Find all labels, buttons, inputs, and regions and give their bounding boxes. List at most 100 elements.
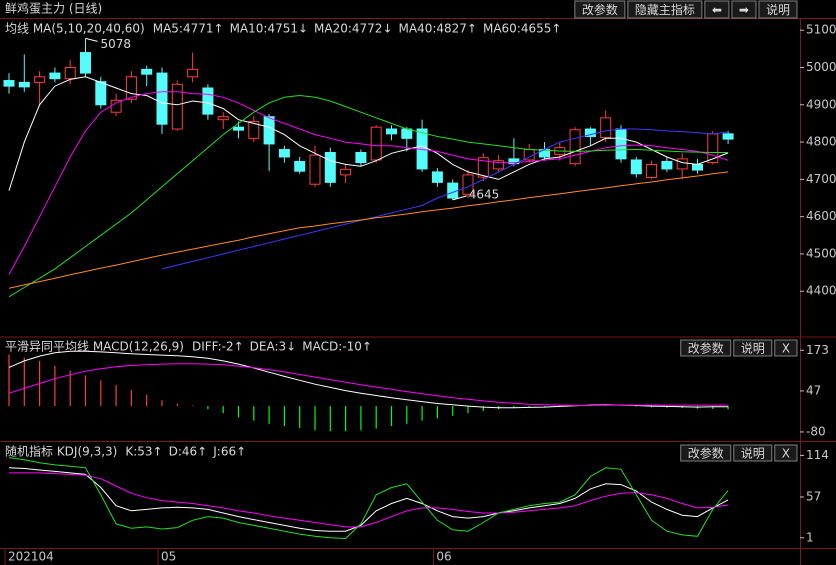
y-tick-label: 4400	[806, 284, 836, 298]
panel-title: 随机指标 KDJ(9,3,3)	[5, 444, 117, 459]
candle-body	[569, 129, 581, 165]
panel-title: 平滑异同平均线 MACD(12,26,9)	[5, 340, 184, 354]
legend-entry: DEA:3↓	[250, 340, 297, 354]
candle-body	[707, 133, 719, 164]
candle-body	[355, 152, 367, 164]
panel-title: 均线 MA(5,10,20,40,60)	[5, 22, 145, 36]
y-tick-label: 4800	[806, 135, 836, 149]
button-label[interactable]: 说明	[741, 446, 765, 461]
candle-body	[80, 52, 91, 74]
candle-body	[141, 68, 153, 75]
button[interactable]	[758, 0, 798, 19]
candle-body	[431, 171, 443, 183]
legend-entry: MA40:4827↑	[399, 22, 477, 36]
button-label[interactable]: X	[782, 342, 790, 356]
candle-body	[600, 117, 612, 139]
y-tick-label: -80	[806, 424, 826, 438]
candle-body	[294, 160, 306, 172]
legend-entry: J:66↑	[212, 445, 246, 459]
high-pointer	[85, 37, 98, 42]
candle-body	[171, 83, 183, 130]
button[interactable]	[680, 444, 732, 462]
legend-entry: MACD:-10↑	[302, 340, 372, 354]
candle-body	[340, 168, 352, 176]
y-tick-label: 4700	[806, 172, 836, 186]
y-tick-label: 47	[806, 383, 821, 397]
window-title: 鲜鸡蛋主力 (日线)	[5, 1, 102, 16]
legend-entry: MA20:4772↓	[314, 22, 392, 36]
button[interactable]	[774, 339, 798, 357]
candle-body	[263, 116, 275, 145]
candle-body	[401, 128, 413, 139]
candle-body	[217, 116, 229, 121]
button[interactable]	[680, 339, 732, 357]
y-tick-label: 114	[806, 448, 829, 462]
button-label[interactable]: X	[782, 447, 790, 461]
button[interactable]	[774, 444, 798, 462]
candle-body	[508, 158, 520, 165]
candle-body	[722, 133, 734, 140]
low-label: 4645	[469, 187, 500, 201]
candle-body	[646, 163, 658, 178]
legend-entry: MA60:4655↑	[483, 22, 561, 36]
candle-body	[615, 128, 627, 160]
button-label[interactable]: 隐藏主指标	[635, 2, 695, 17]
x-tick-label: 06	[436, 550, 451, 564]
candle-body	[18, 81, 30, 88]
candle-body	[584, 128, 596, 137]
ma-line	[8, 171, 729, 289]
y-tick-label: 57	[806, 489, 821, 503]
legend-entry: D:46↑	[169, 445, 208, 459]
candle-body	[156, 72, 168, 125]
button-label[interactable]: 改参数	[582, 2, 618, 17]
legend-entry: MA10:4751↓	[230, 22, 308, 36]
candle-body	[95, 81, 107, 106]
button[interactable]	[733, 339, 773, 357]
candle-body	[447, 182, 459, 199]
legend-entry: K:53↑	[125, 445, 162, 459]
candle-body	[386, 128, 397, 135]
candle-body	[125, 76, 137, 100]
button-label[interactable]: ⬅	[712, 3, 722, 17]
legend-entry: DIFF:-2↑	[192, 340, 244, 354]
candle-body	[676, 158, 688, 170]
candle-body	[49, 72, 61, 80]
button[interactable]	[574, 0, 626, 19]
button[interactable]	[627, 0, 703, 19]
candle-body	[278, 149, 290, 158]
candle-body	[309, 154, 321, 185]
button-label[interactable]: 改参数	[688, 341, 724, 356]
candle-body	[692, 163, 703, 171]
ma-line	[8, 76, 729, 191]
y-tick-label: 1	[806, 530, 814, 544]
x-tick-label: 05	[161, 550, 176, 564]
candle-body	[3, 80, 15, 87]
legend-entry: MA5:4771↑	[153, 22, 224, 36]
indicator-line	[8, 457, 729, 540]
button-label[interactable]: 说明	[741, 341, 765, 356]
candle-body	[630, 159, 642, 175]
candle-body	[34, 76, 46, 83]
button-label[interactable]: 改参数	[688, 446, 724, 461]
candle-body	[370, 126, 382, 161]
candle-body	[233, 126, 244, 131]
candle-body	[477, 157, 489, 178]
button-label[interactable]: 说明	[766, 2, 790, 17]
indicator-line	[8, 467, 729, 532]
ma-line	[8, 91, 729, 275]
ma-line	[161, 128, 729, 270]
candle-body	[64, 66, 76, 80]
x-tick-label: 202104	[8, 550, 54, 564]
y-tick-label: 4500	[806, 246, 836, 260]
candle-body	[661, 160, 673, 170]
candle-body	[493, 160, 505, 170]
button-label[interactable]: ➡	[739, 3, 749, 17]
button[interactable]	[704, 0, 730, 19]
button[interactable]	[731, 0, 757, 19]
high-label: 5078	[101, 37, 132, 51]
button[interactable]	[733, 444, 773, 462]
candle-body	[248, 121, 260, 139]
y-tick-label: 4900	[806, 97, 836, 111]
